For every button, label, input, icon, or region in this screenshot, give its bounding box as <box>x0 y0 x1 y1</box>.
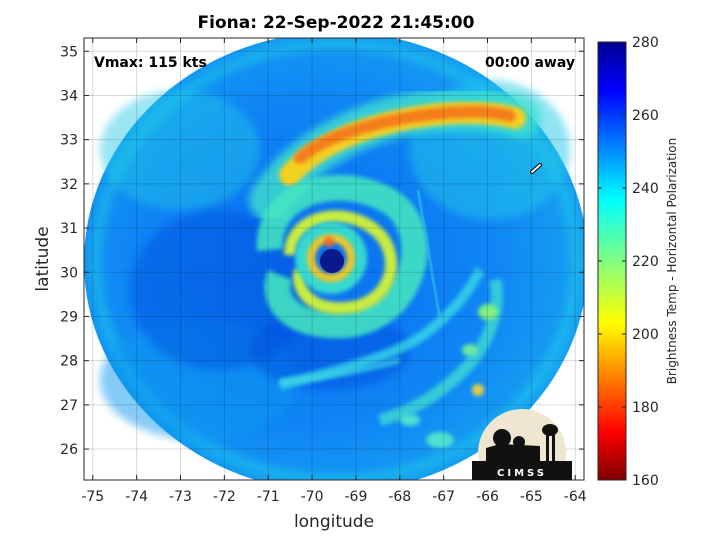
spiral-band-outer <box>256 174 428 339</box>
logo-ground <box>472 461 572 480</box>
colorbar-label: Brightness Temp - Horizontal Polarizatio… <box>665 138 679 385</box>
time-away-annotation: 00:00 away <box>485 55 575 71</box>
colorbar-tick-label: 260 <box>632 108 659 124</box>
y-tick-label: 31 <box>60 221 78 237</box>
logo-tank <box>542 424 558 436</box>
colorbar-tick-label: 160 <box>632 473 659 489</box>
swath-image <box>84 38 584 480</box>
logo-text: CIMSS <box>497 468 547 479</box>
vmax-annotation: Vmax: 115 kts <box>94 55 207 71</box>
y-tick-label: 29 <box>60 309 78 325</box>
colorbar-tick-label: 280 <box>632 35 659 51</box>
colorbar <box>597 41 627 481</box>
south-band <box>279 357 401 385</box>
x-tick-label: -68 <box>388 489 411 505</box>
y-tick-label: 33 <box>60 133 78 149</box>
chart-title: Fiona: 22-Sep-2022 21:45:00 <box>198 13 475 33</box>
eye <box>320 249 344 273</box>
y-tick-label: 32 <box>60 177 78 193</box>
colorbar-tick-label: 220 <box>632 254 659 270</box>
artifact-mark-inner <box>531 164 541 173</box>
cimss-logo: CIMSS <box>472 409 572 480</box>
se-cell-5 <box>400 414 420 426</box>
y-ticks: 26 27 28 29 30 31 32 33 34 35 <box>60 44 584 458</box>
se-band-2 <box>378 278 503 426</box>
colorbar-tick-label: 200 <box>632 327 659 343</box>
grid <box>84 38 584 480</box>
y-tick-label: 35 <box>60 44 78 60</box>
colorbar-tick-label: 180 <box>632 400 659 416</box>
northern-rainband-core <box>294 105 516 164</box>
logo-dish-2 <box>513 436 525 448</box>
x-tick-label: -70 <box>301 489 324 505</box>
se-cell-2 <box>472 384 484 396</box>
colorbar-ticks: 160 180 200 220 240 260 280 <box>598 35 659 489</box>
spiral-band-inner <box>284 210 397 315</box>
x-tick-label: -73 <box>169 489 192 505</box>
logo-building <box>486 444 540 462</box>
x-tick-label: -72 <box>213 489 236 505</box>
se-cell-4 <box>426 432 454 448</box>
x-tick-label: -65 <box>520 489 543 505</box>
se-cell-1 <box>478 304 498 320</box>
x-axis-label: longitude <box>294 512 374 532</box>
cyan-region-nw <box>100 90 260 210</box>
swath-edge-ring <box>90 38 582 480</box>
scan-line <box>416 189 442 321</box>
y-axis-label: latitude <box>33 226 53 291</box>
y-tick-label: 34 <box>60 88 78 104</box>
x-tick-label: -64 <box>564 489 587 505</box>
logo-tower-2 <box>552 432 555 462</box>
axes-frame <box>83 37 585 481</box>
logo-tower <box>546 432 549 462</box>
y-tick-label: 27 <box>60 398 78 414</box>
x-ticks: -75 -74 -73 -72 -71 -70 -69 -68 -67 -66 -65 -64 <box>81 38 587 505</box>
logo-dish <box>493 429 511 447</box>
x-tick-label: -66 <box>476 489 499 505</box>
x-tick-label: -75 <box>81 489 104 505</box>
y-tick-label: 30 <box>60 265 78 281</box>
eyewall-outer <box>295 222 367 294</box>
x-tick-label: -67 <box>432 489 455 505</box>
x-tick-label: -71 <box>257 489 280 505</box>
y-tick-label: 26 <box>60 442 78 458</box>
eye-hot-spot <box>324 237 334 247</box>
x-tick-label: -74 <box>125 489 148 505</box>
x-tick-label: -69 <box>344 489 367 505</box>
y-tick-label: 28 <box>60 354 78 370</box>
se-cell-3 <box>462 344 478 356</box>
colorbar-tick-label: 240 <box>632 181 659 197</box>
